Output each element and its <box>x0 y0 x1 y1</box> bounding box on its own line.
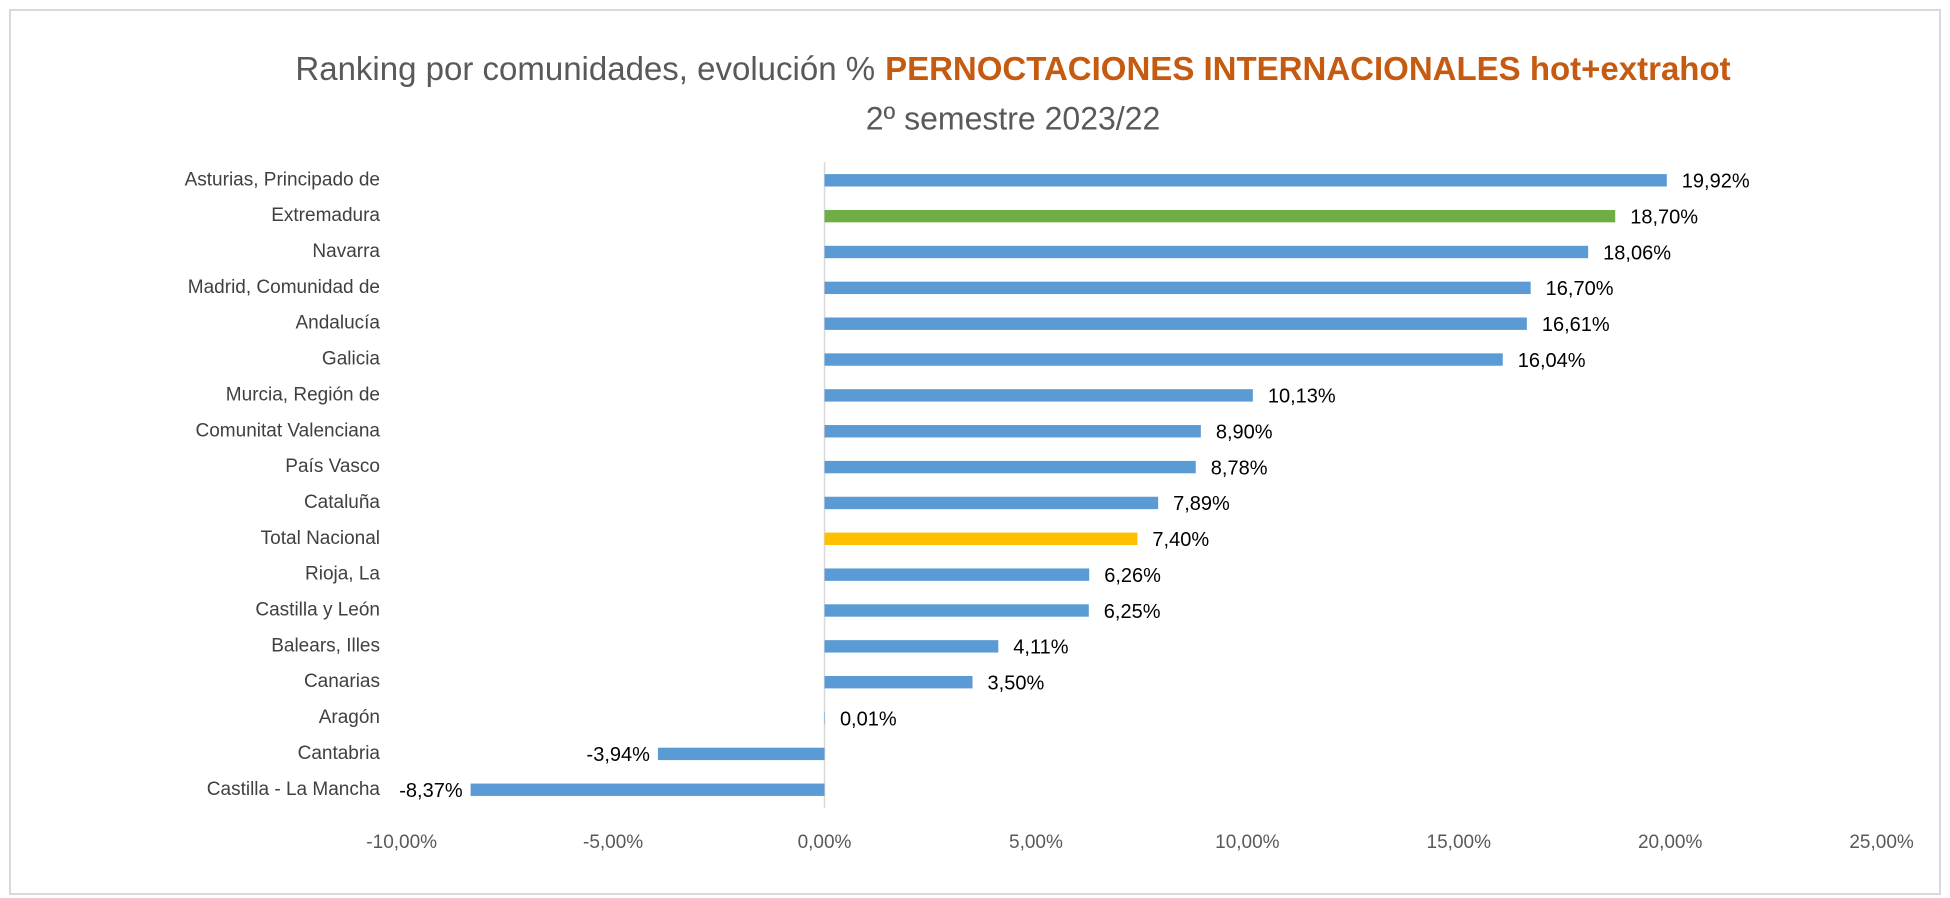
y-tick-label: País Vasco <box>285 456 380 477</box>
title-highlight: PERNOCTACIONES INTERNACIONALES hot+extra… <box>885 50 1731 87</box>
y-tick-label: Asturias, Principado de <box>185 169 380 190</box>
bar <box>470 783 825 796</box>
value-label: 16,61% <box>1542 314 1610 336</box>
value-label: 3,50% <box>988 672 1045 694</box>
y-tick-label: Galicia <box>322 349 381 370</box>
y-tick-label: Murcia, Región de <box>226 384 380 405</box>
value-label: 6,26% <box>1104 565 1161 587</box>
bar <box>824 460 1196 474</box>
bar <box>824 425 1201 438</box>
bar <box>824 174 1667 187</box>
y-tick-label: Andalucía <box>295 313 380 334</box>
y-tick-label: Cantabria <box>298 743 381 764</box>
value-label: 16,70% <box>1546 278 1614 300</box>
y-tick-label: Castilla y León <box>255 600 380 621</box>
bar <box>824 281 1531 295</box>
bar <box>824 353 1503 366</box>
bar <box>824 317 1527 330</box>
x-tick-label: 10,00% <box>1215 832 1280 853</box>
value-label: 4,11% <box>1013 637 1068 659</box>
y-tick-label: Navarra <box>312 241 380 262</box>
y-tick-label: Cataluña <box>304 492 380 513</box>
value-label: -3,94% <box>587 744 651 766</box>
value-label: 8,78% <box>1211 457 1268 479</box>
value-label: 18,70% <box>1630 206 1698 228</box>
bar <box>824 245 1589 259</box>
bar <box>824 389 1253 402</box>
bar <box>824 676 973 689</box>
y-tick-label: Castilla - La Mancha <box>207 779 381 800</box>
value-label: 0,01% <box>840 708 897 730</box>
y-tick-label: Canarias <box>304 671 380 692</box>
bar <box>824 568 1090 581</box>
bar <box>824 532 1138 545</box>
chart-subtitle: 2º semestre 2023/22 <box>866 100 1161 136</box>
value-label: 7,40% <box>1152 529 1209 551</box>
value-label: 19,92% <box>1682 171 1750 193</box>
bar <box>657 747 825 761</box>
x-tick-label: 0,00% <box>798 832 852 853</box>
value-label: 6,25% <box>1104 601 1161 623</box>
y-tick-label: Balears, Illes <box>271 635 380 656</box>
x-tick-label: 25,00% <box>1849 832 1914 853</box>
value-label: 10,13% <box>1268 386 1336 408</box>
y-tick-label: Total Nacional <box>261 528 380 549</box>
bar <box>824 604 1089 617</box>
y-tick-label: Madrid, Comunidad de <box>188 277 380 298</box>
y-tick-label: Rioja, La <box>305 564 380 585</box>
value-label: 18,06% <box>1603 242 1671 264</box>
value-label: -8,37% <box>399 780 463 802</box>
value-label: 16,04% <box>1518 350 1586 372</box>
x-tick-label: -5,00% <box>583 832 643 853</box>
bar <box>824 496 1159 510</box>
bar <box>824 209 1616 223</box>
x-tick-label: 15,00% <box>1427 832 1492 853</box>
y-tick-label: Comunitat Valenciana <box>196 420 381 441</box>
x-tick-label: -10,00% <box>366 832 437 853</box>
value-label: 7,89% <box>1173 493 1230 515</box>
y-tick-label: Aragón <box>319 707 380 728</box>
y-tick-label: Extremadura <box>271 205 380 226</box>
chart-frame <box>9 9 1941 895</box>
x-tick-label: 20,00% <box>1638 832 1703 853</box>
chart-title: Ranking por comunidades, evolución % PERN… <box>295 50 1730 87</box>
value-label: 8,90% <box>1216 422 1273 444</box>
bar <box>824 640 999 653</box>
title-main: Ranking por comunidades, evolución % <box>295 50 875 87</box>
x-tick-label: 5,00% <box>1009 832 1063 853</box>
